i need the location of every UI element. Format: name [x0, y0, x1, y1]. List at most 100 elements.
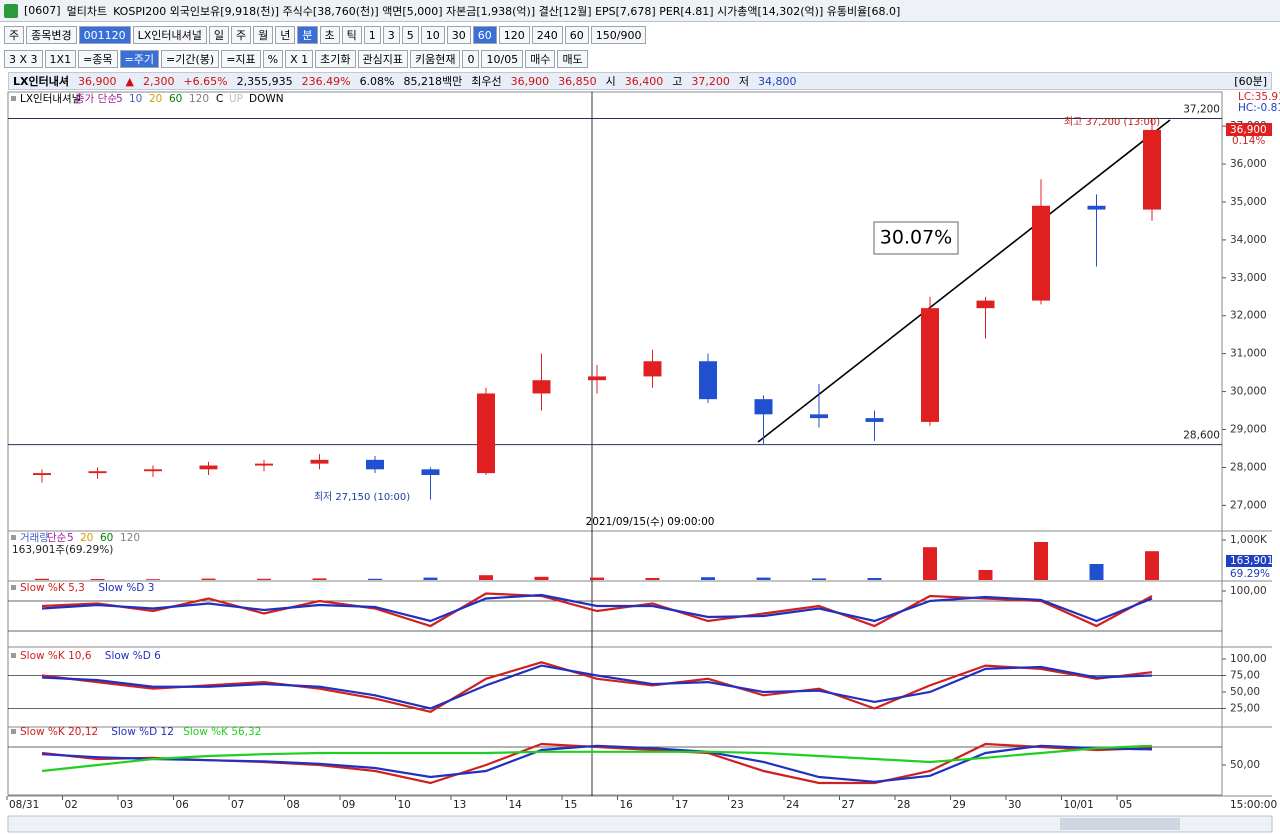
toolbar-button[interactable]: 초기화	[315, 50, 356, 68]
toolbar-button[interactable]: 30	[446, 26, 471, 44]
side-label: 36,900	[1230, 124, 1267, 136]
toolbar-button[interactable]: 60	[472, 26, 497, 44]
volume-bar	[812, 578, 826, 580]
y-tick-label: 28,000	[1230, 461, 1267, 473]
candle-body	[699, 361, 717, 400]
quote-field: 시	[605, 75, 616, 88]
horizontal-line-label: 37,200	[1183, 104, 1220, 116]
quote-field: 36,400	[624, 74, 664, 88]
volume-bar	[368, 578, 382, 580]
toolbar-button[interactable]: X 1	[285, 50, 314, 68]
legend-item: 20	[149, 93, 162, 105]
legend-marker	[11, 653, 16, 658]
toolbar-button[interactable]: 주	[231, 26, 252, 44]
toolbar-button[interactable]: LX인터내셔널	[132, 26, 207, 44]
scrollbar[interactable]	[7, 815, 1273, 833]
toolbar-button[interactable]: 일	[208, 26, 229, 44]
toolbar-button[interactable]: 월	[253, 26, 274, 44]
annotation-box	[873, 221, 959, 255]
legend-item: 10	[129, 93, 142, 105]
volume-tag	[1226, 555, 1272, 567]
toolbar-row: 3 X 3 1X1 =종목 =주기 =기간(봉) =지표% X 1 초기화 관심지표 키움현재 0 1…	[4, 49, 588, 69]
toolbar-button[interactable]: 10	[420, 26, 445, 44]
candle-body	[754, 399, 773, 415]
horizontal-line-label: 28,600	[1183, 430, 1220, 442]
toolbar-button[interactable]: 종목변경	[26, 26, 77, 44]
volume-bar	[645, 578, 660, 580]
toolbar-button[interactable]: 주	[4, 26, 25, 44]
toolbar-button[interactable]: 60	[564, 26, 589, 44]
toolbar-button[interactable]: 5	[401, 26, 419, 44]
quote-field: 36,850	[558, 74, 597, 88]
toolbar-button[interactable]: 분	[297, 26, 318, 44]
volume-bar	[1089, 564, 1104, 580]
volume-bar	[479, 575, 493, 580]
candle-body	[366, 459, 384, 470]
quote-field: [60분]	[1234, 75, 1267, 88]
indicator-line	[41, 744, 1153, 783]
x-tick-label: 10	[398, 799, 411, 811]
toolbar-button[interactable]: 초	[319, 26, 340, 44]
volume-bar	[590, 577, 604, 580]
toolbar-button[interactable]: 매수	[525, 50, 556, 68]
toolbar-button[interactable]: 관심지표	[357, 50, 408, 68]
quote-field: 2,355,935	[236, 74, 293, 88]
toolbar-button[interactable]: 10/05	[481, 50, 524, 68]
toolbar-button[interactable]: 키움현재	[410, 50, 461, 68]
toolbar-button[interactable]: 년	[275, 26, 296, 44]
quote-bar: LX인터내셔 36,900 ▲ 2,300 +6.65% 2,355,935 236.49%…	[8, 72, 1272, 90]
toolbar-button[interactable]: 틱	[341, 26, 362, 44]
volume-bar	[201, 578, 216, 580]
legend-item: Slow %D 12	[111, 726, 174, 738]
volume-bar	[146, 579, 160, 580]
quote-field: 최우선	[471, 75, 502, 88]
candle-body	[310, 459, 329, 464]
app-icon	[4, 3, 18, 18]
legend-item: 단순	[47, 532, 67, 544]
candle-body	[255, 463, 273, 466]
toolbar-button[interactable]: =종목	[78, 50, 118, 68]
legend-marker	[11, 535, 16, 540]
legend-item: LX인터내셔널	[20, 93, 81, 105]
trend-line	[757, 119, 1171, 443]
side-label: 163,901	[1230, 555, 1273, 567]
quote-field: 236.49%	[301, 74, 351, 88]
candle-body	[810, 414, 828, 419]
window-title: 멀티차트	[66, 4, 108, 18]
toolbar-button[interactable]: 120	[498, 26, 530, 44]
toolbar-button[interactable]: 240	[531, 26, 563, 44]
annotation: 최고 37,200 (13:00)	[1064, 116, 1160, 128]
quote-field: +6.65%	[183, 74, 228, 88]
toolbar-button[interactable]: 1	[363, 26, 381, 44]
toolbar-button[interactable]: 001120	[78, 26, 131, 44]
toolbar-button[interactable]: 150/900	[590, 26, 647, 44]
toolbar-button[interactable]: 매도	[557, 50, 588, 68]
y-tick-label: 35,000	[1230, 196, 1267, 208]
legend-marker	[11, 585, 16, 590]
quote-field: 36,900	[77, 74, 117, 88]
volume-bar	[35, 578, 49, 580]
toolbar-button[interactable]: 1X1	[44, 50, 77, 68]
volume-bar	[923, 547, 937, 580]
volume-bar	[1145, 551, 1159, 580]
window-code: [0607]	[24, 4, 61, 17]
x-tick-label: 02	[65, 799, 78, 811]
toolbar-button[interactable]: 3 X 3	[4, 50, 43, 68]
indicator-line	[41, 664, 1153, 710]
toolbar-button[interactable]: =주기	[119, 50, 160, 68]
side-label: 69.29%	[1230, 568, 1270, 580]
legend-item: 60	[169, 93, 182, 105]
toolbar-button[interactable]: 0	[462, 50, 480, 68]
y-tick-label: 75,00	[1230, 670, 1260, 682]
toolbar-button[interactable]: %	[262, 50, 284, 68]
indicator-line	[41, 744, 1153, 773]
time-label: 15:00:00	[1230, 799, 1277, 811]
toolbar-button[interactable]: =기간(봉)	[161, 50, 220, 68]
candle-body	[532, 380, 551, 394]
toolbar-button[interactable]: =지표	[221, 50, 261, 68]
x-tick-label: 09	[342, 799, 355, 811]
volume-bar	[1034, 542, 1048, 580]
scroll-thumb[interactable]	[1060, 818, 1180, 830]
x-tick-label: 08	[287, 799, 300, 811]
toolbar-button[interactable]: 3	[382, 26, 400, 44]
